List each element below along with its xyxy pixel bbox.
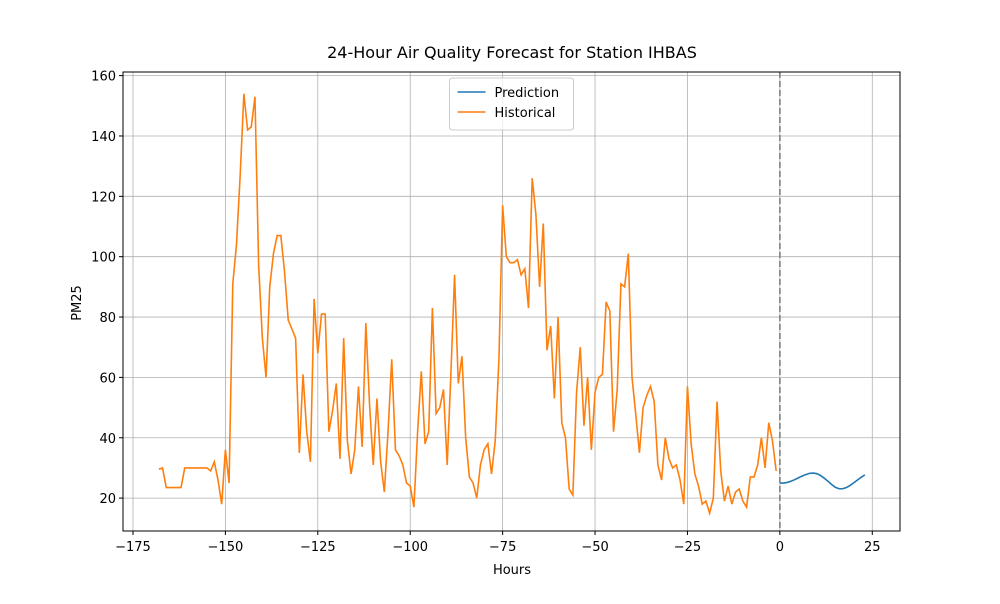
x-tick-label: −100 xyxy=(392,540,428,555)
x-tick-label: −75 xyxy=(489,540,516,555)
x-tick-label: 25 xyxy=(864,540,881,555)
x-axis-label: Hours xyxy=(493,563,531,578)
x-tick-label: −25 xyxy=(674,540,701,555)
x-tick-label: −125 xyxy=(300,540,336,555)
x-tick-label: −50 xyxy=(581,540,608,555)
y-tick-label: 160 xyxy=(91,70,116,85)
x-tick-label: 0 xyxy=(776,540,784,555)
y-tick-label: 80 xyxy=(99,311,116,326)
y-axis-label: PM25 xyxy=(70,285,85,321)
series-line xyxy=(158,93,777,517)
legend-label: Prediction xyxy=(495,86,560,101)
y-tick-label: 20 xyxy=(99,492,116,507)
x-tick-label: −150 xyxy=(208,540,244,555)
chart-title: 24-Hour Air Quality Forecast for Station… xyxy=(327,43,697,62)
series-line xyxy=(779,472,866,490)
y-tick-label: 40 xyxy=(99,432,116,447)
y-tick-label: 60 xyxy=(99,371,116,386)
x-tick-label: −175 xyxy=(115,540,151,555)
legend: Prediction Historical xyxy=(449,77,574,131)
y-tick-label: 140 xyxy=(91,130,116,145)
legend-label: Historical xyxy=(495,106,556,121)
legend-box xyxy=(449,77,574,131)
y-tick-label: 120 xyxy=(91,190,116,205)
y-tick-label: 100 xyxy=(91,251,116,266)
plot-frame xyxy=(122,71,901,532)
